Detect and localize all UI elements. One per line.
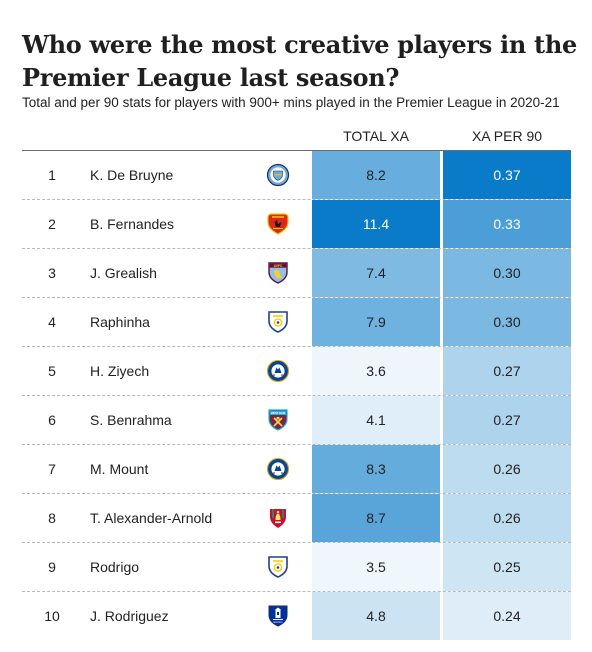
player-name-cell: K. De Bruyne [90, 167, 174, 183]
rank-cell: 3 [48, 265, 56, 281]
svg-text:AVFC: AVFC [274, 264, 283, 268]
rank-cell: 10 [44, 608, 60, 624]
svg-text:Everton: Everton [274, 620, 283, 624]
man-city-crest-icon [260, 151, 296, 199]
total-xa-cell: 8.3 [312, 445, 440, 493]
rank-cell: 7 [48, 461, 56, 477]
column-header-total-xa: TOTAL XA [343, 128, 409, 144]
xa-per-90-cell: 0.26 [443, 445, 571, 493]
total-xa-cell: 7.9 [312, 298, 440, 346]
player-name-cell: S. Benrahma [90, 412, 172, 428]
player-name-cell: Raphinha [90, 314, 150, 330]
xa-per-90-cell: 0.25 [443, 543, 571, 591]
player-name-cell: J. Grealish [90, 265, 157, 281]
total-xa-cell: 7.4 [312, 249, 440, 297]
column-header-xa-per-90: XA PER 90 [471, 128, 543, 144]
total-xa-cell: 8.2 [312, 151, 440, 199]
leeds-crest-icon [260, 298, 296, 346]
table-row: 8 T. Alexander-Arnold 8.7 0.26 [22, 493, 571, 542]
xa-table: 1 K. De Bruyne 8.2 0.37 2 B. Fernandes 11.4 0.3… [22, 150, 571, 640]
xa-per-90-cell: 0.26 [443, 494, 571, 542]
total-xa-cell: 4.8 [312, 592, 440, 640]
player-name-cell: J. Rodriguez [90, 608, 169, 624]
table-row: 4 Raphinha 7.9 0.30 [22, 297, 571, 346]
xa-per-90-cell: 0.27 [443, 347, 571, 395]
xa-per-90-cell: 0.27 [443, 396, 571, 444]
xa-per-90-cell: 0.33 [443, 200, 571, 248]
table-row: 1 K. De Bruyne 8.2 0.37 [22, 150, 571, 199]
table-row: 3 J. Grealish AVFC 7.4 0.30 [22, 248, 571, 297]
chart-title: Who were the most creative players in th… [22, 30, 577, 92]
table-row: 5 H. Ziyech 3.6 0.27 [22, 346, 571, 395]
player-name-cell: H. Ziyech [90, 363, 150, 379]
aston-villa-crest-icon: AVFC [260, 249, 296, 297]
player-name-cell: Rodrigo [90, 559, 140, 575]
rank-cell: 6 [48, 412, 56, 428]
xa-per-90-cell: 0.24 [443, 592, 571, 640]
xa-per-90-cell: 0.37 [443, 151, 571, 199]
table-row: 10 J. Rodriguez Everton 4.8 0.24 [22, 591, 571, 640]
xa-per-90-cell: 0.30 [443, 298, 571, 346]
player-name-cell: T. Alexander-Arnold [90, 510, 213, 526]
xa-per-90-cell: 0.30 [443, 249, 571, 297]
total-xa-cell: 4.1 [312, 396, 440, 444]
player-name-cell: B. Fernandes [90, 216, 175, 232]
total-xa-cell: 3.6 [312, 347, 440, 395]
rank-cell: 4 [48, 314, 56, 330]
chelsea-crest-icon [260, 347, 296, 395]
player-name-cell: M. Mount [90, 461, 149, 477]
table-row: 6 S. Benrahma WEST HAM 4.1 0.27 [22, 395, 571, 444]
total-xa-cell: 3.5 [312, 543, 440, 591]
rank-cell: 9 [48, 559, 56, 575]
total-xa-cell: 11.4 [312, 200, 440, 248]
total-xa-cell: 8.7 [312, 494, 440, 542]
man-utd-crest-icon [260, 200, 296, 248]
everton-crest-icon: Everton [260, 592, 296, 640]
table-row: 2 B. Fernandes 11.4 0.33 [22, 199, 571, 248]
rank-cell: 2 [48, 216, 56, 232]
table-row: 7 M. Mount 8.3 0.26 [22, 444, 571, 493]
table-row: 9 Rodrigo 3.5 0.25 [22, 542, 571, 591]
west-ham-crest-icon: WEST HAM [260, 396, 296, 444]
rank-cell: 1 [48, 167, 56, 183]
leeds-crest-icon [260, 543, 296, 591]
svg-text:WEST HAM: WEST HAM [271, 411, 285, 415]
chelsea-crest-icon [260, 445, 296, 493]
chart-subtitle: Total and per 90 stats for players with … [22, 95, 560, 110]
liverpool-crest-icon [260, 494, 296, 542]
rank-cell: 8 [48, 510, 56, 526]
rank-cell: 5 [48, 363, 56, 379]
